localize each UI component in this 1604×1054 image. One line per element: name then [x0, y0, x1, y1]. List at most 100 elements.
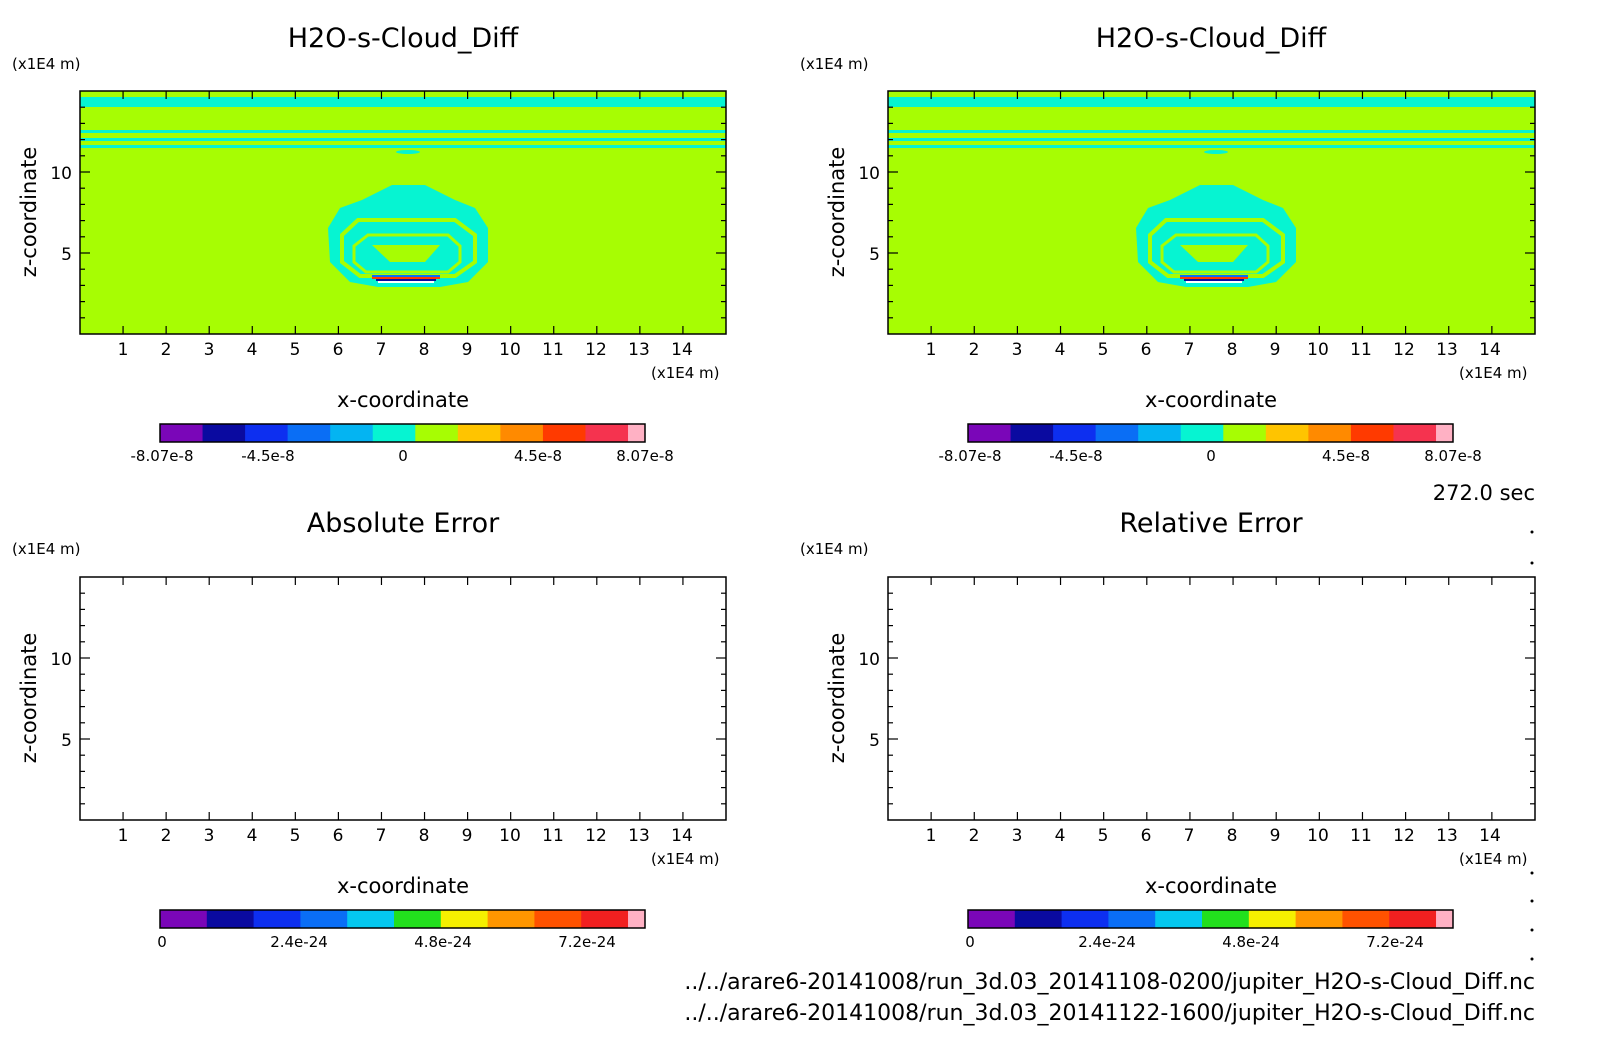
panel-title: H2O-s-Cloud_Diff [1096, 23, 1328, 54]
heatmap-field [80, 91, 726, 334]
x-tick-label: 4 [247, 340, 258, 360]
colorbar-segment [1389, 910, 1437, 928]
colorbar-segment [1053, 424, 1097, 442]
y-tick-label: 10 [50, 164, 72, 184]
x-tick-label: 8 [1227, 826, 1238, 846]
x-tick-label: 12 [585, 340, 607, 360]
colorbar [159, 423, 646, 443]
x-tick-label: 1 [118, 826, 129, 846]
colorbar-tick-label: -8.07e-8 [131, 447, 194, 465]
colorbar [159, 909, 646, 929]
y-tick-label: 5 [61, 731, 72, 751]
colorbar-tick-label: 8.07e-8 [616, 447, 674, 465]
x-tick-label: 3 [204, 340, 215, 360]
x-tick-label: 14 [1479, 340, 1501, 360]
x-tick-label: 13 [628, 826, 650, 846]
x-tick-label: 4 [1055, 340, 1066, 360]
x-axis-label: x-coordinate [1145, 874, 1277, 898]
colorbar-segment [581, 910, 629, 928]
colorbar-segment [487, 910, 535, 928]
colorbar-segment [300, 910, 348, 928]
x-tick-label: 12 [1393, 340, 1415, 360]
y-axis-label: z-coordinate [17, 633, 41, 764]
colorbar-frame [159, 909, 646, 929]
x-tick-label: 5 [290, 826, 301, 846]
colorbar-tick-label: 4.5e-8 [1322, 447, 1370, 465]
colorbar-frame [967, 423, 1454, 443]
x-tick-label: 10 [1307, 826, 1329, 846]
colorbar-segment [968, 424, 1012, 442]
x-tick-label: 8 [419, 826, 430, 846]
x-tick-label: 11 [542, 340, 564, 360]
file-path-2: ../../arare6-20141008/run_3d.03_20141122… [684, 1001, 1535, 1026]
x-tick-label: 13 [1436, 340, 1458, 360]
colorbar-segment [394, 910, 442, 928]
x-tick-label: 6 [1141, 340, 1152, 360]
panel-diff-right: H2O-s-Cloud_Diff (x1E4 m) 1 2 3 4 5 6 7 … [800, 23, 1536, 465]
x-tick-label: 5 [1098, 340, 1109, 360]
x-tick-label: 1 [926, 826, 937, 846]
x-tick-label: 7 [1184, 340, 1195, 360]
x-tick-label: 9 [1270, 826, 1281, 846]
x-tick-label: 6 [1141, 826, 1152, 846]
panel-absolute-error: Absolute Error (x1E4 m) 1 2 3 4 5 6 7 8 … [12, 508, 727, 951]
x-tick-label: 14 [671, 826, 693, 846]
colorbar-segment [585, 424, 629, 442]
x-tick-label: 11 [1350, 826, 1372, 846]
colorbar-segment [628, 424, 646, 442]
colorbar-segment [457, 424, 501, 442]
x-tick-label: 7 [376, 340, 387, 360]
colorbar-segment [968, 910, 1016, 928]
colorbar-tick-label: 4.8e-24 [414, 933, 472, 951]
colorbar-tick-label: 2.4e-24 [1078, 933, 1136, 951]
colorbar-segment [542, 424, 586, 442]
colorbar-segment [534, 910, 582, 928]
x-tick-label: 5 [1098, 826, 1109, 846]
x-tick-label: 2 [161, 340, 172, 360]
y-tick-label: 5 [869, 731, 880, 751]
x-tick-label: 11 [1350, 340, 1372, 360]
colorbar-segment [500, 424, 544, 442]
colorbar-segment [1436, 424, 1454, 442]
colorbar-frame [967, 909, 1454, 929]
colorbar-segment [1342, 910, 1390, 928]
x-tick-label: 14 [1479, 826, 1501, 846]
colorbar-tick-label: -4.5e-8 [241, 447, 294, 465]
y-tick-label: 10 [858, 164, 880, 184]
x-tick-label: 7 [1184, 826, 1195, 846]
x-tick-label: 11 [542, 826, 564, 846]
colorbar-segment [330, 424, 374, 442]
colorbar [967, 423, 1454, 443]
x-tick-label: 10 [499, 340, 521, 360]
colorbar-tick-label: 7.2e-24 [1366, 933, 1424, 951]
x-unit-label: (x1E4 m) [1459, 364, 1528, 382]
x-tick-label: 5 [290, 340, 301, 360]
colorbar-tick-label: 7.2e-24 [558, 933, 616, 951]
colorbar-tick-label: 8.07e-8 [1424, 447, 1482, 465]
plot-area [887, 576, 1536, 821]
x-axis-label: x-coordinate [337, 874, 469, 898]
colorbar-segment [1095, 424, 1139, 442]
colorbar-segment [1393, 424, 1437, 442]
x-tick-label: 13 [628, 340, 650, 360]
colorbar-segment [1108, 910, 1156, 928]
panel-title: Absolute Error [307, 508, 500, 539]
x-tick-label: 6 [333, 826, 344, 846]
x-tick-label: 12 [1393, 826, 1415, 846]
colorbar-segment [1436, 910, 1454, 928]
x-tick-label: 9 [1270, 340, 1281, 360]
colorbar-segment [202, 424, 246, 442]
x-tick-label: 6 [333, 340, 344, 360]
y-unit-label: (x1E4 m) [800, 55, 869, 73]
colorbar-segment [206, 910, 255, 928]
x-tick-label: 8 [419, 340, 430, 360]
x-tick-label: 4 [1055, 826, 1066, 846]
x-tick-label: 7 [376, 826, 387, 846]
colorbar-segment [415, 424, 459, 442]
x-tick-label: 14 [671, 340, 693, 360]
x-tick-label: 1 [118, 340, 129, 360]
x-tick-label: 13 [1436, 826, 1458, 846]
margin-dots [1530, 530, 1534, 961]
colorbar-tick-label: 0 [398, 447, 408, 465]
panel-title: H2O-s-Cloud_Diff [288, 23, 520, 54]
